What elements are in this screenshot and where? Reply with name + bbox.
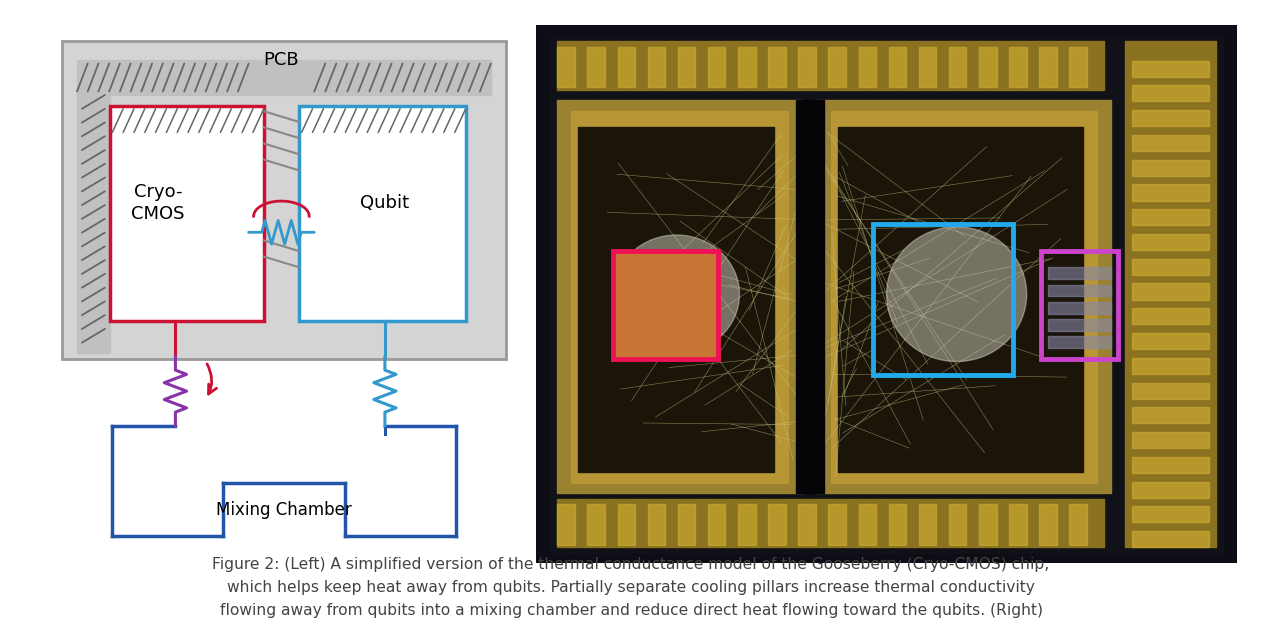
Bar xyxy=(738,504,756,545)
Bar xyxy=(558,504,575,545)
Bar xyxy=(77,60,491,95)
Bar xyxy=(617,46,635,87)
Bar xyxy=(830,111,1097,483)
Bar xyxy=(1132,506,1209,523)
Bar xyxy=(558,41,1104,90)
Bar xyxy=(110,106,264,135)
Bar xyxy=(817,100,1111,493)
Bar xyxy=(588,504,604,545)
Text: Mixing Chamber: Mixing Chamber xyxy=(216,501,352,518)
Bar xyxy=(647,504,665,545)
Bar xyxy=(1124,41,1215,547)
Bar xyxy=(1132,135,1209,151)
Bar xyxy=(799,504,815,545)
Bar xyxy=(558,499,1104,547)
Bar xyxy=(1047,285,1111,296)
Bar xyxy=(1132,432,1209,448)
Bar xyxy=(558,100,803,493)
Bar xyxy=(1132,408,1209,423)
Bar xyxy=(1132,531,1209,547)
FancyBboxPatch shape xyxy=(299,106,466,321)
Bar xyxy=(1132,308,1209,324)
Bar xyxy=(949,504,967,545)
FancyBboxPatch shape xyxy=(62,41,506,359)
Bar xyxy=(678,46,695,87)
Bar xyxy=(1132,357,1209,374)
Bar xyxy=(838,127,1083,472)
Bar xyxy=(769,504,786,545)
Bar xyxy=(1010,46,1027,87)
Bar xyxy=(1047,267,1111,279)
Bar xyxy=(1132,234,1209,250)
Ellipse shape xyxy=(887,227,1027,362)
Text: Cryo-
CMOS: Cryo- CMOS xyxy=(131,183,184,223)
Bar xyxy=(1132,61,1209,77)
Bar xyxy=(572,111,789,483)
Bar xyxy=(1132,160,1209,176)
Bar xyxy=(1132,284,1209,300)
Bar xyxy=(1047,336,1111,348)
Text: Figure 2: (Left) A simplified version of the thermal conductance model of the Go: Figure 2: (Left) A simplified version of… xyxy=(212,557,1050,626)
Bar xyxy=(872,224,1012,375)
Bar xyxy=(558,46,575,87)
Bar xyxy=(613,251,718,359)
Bar xyxy=(578,127,775,472)
Bar xyxy=(1069,46,1087,87)
Bar xyxy=(858,504,876,545)
Bar xyxy=(1132,110,1209,126)
Bar xyxy=(1039,46,1056,87)
Bar xyxy=(1041,251,1118,359)
Text: Qubit: Qubit xyxy=(361,193,409,212)
Bar xyxy=(1132,457,1209,473)
Bar xyxy=(888,46,906,87)
Bar xyxy=(949,46,967,87)
Bar xyxy=(678,504,695,545)
Bar xyxy=(617,504,635,545)
Bar xyxy=(738,46,756,87)
Bar xyxy=(1132,85,1209,101)
Bar xyxy=(1010,504,1027,545)
Ellipse shape xyxy=(613,235,740,354)
Bar xyxy=(1069,504,1087,545)
Bar xyxy=(1132,481,1209,498)
Bar xyxy=(1132,333,1209,349)
Bar xyxy=(1039,504,1056,545)
Bar xyxy=(888,504,906,545)
Bar xyxy=(1047,302,1111,314)
Text: PCB: PCB xyxy=(264,51,299,69)
Bar xyxy=(588,46,604,87)
Bar xyxy=(77,95,110,354)
Bar xyxy=(1132,382,1209,399)
Bar xyxy=(1132,259,1209,275)
FancyBboxPatch shape xyxy=(110,106,264,321)
Bar xyxy=(979,46,997,87)
Bar xyxy=(799,46,815,87)
Bar xyxy=(858,46,876,87)
Bar xyxy=(919,46,936,87)
Bar xyxy=(1132,209,1209,225)
Bar xyxy=(979,504,997,545)
Bar xyxy=(828,46,846,87)
Bar xyxy=(1132,185,1209,200)
Bar xyxy=(828,504,846,545)
Bar xyxy=(919,504,936,545)
Bar xyxy=(299,106,466,135)
Bar xyxy=(708,46,726,87)
Bar xyxy=(769,46,786,87)
Bar xyxy=(1047,319,1111,331)
Bar xyxy=(708,504,726,545)
Bar xyxy=(795,100,824,493)
Bar xyxy=(647,46,665,87)
